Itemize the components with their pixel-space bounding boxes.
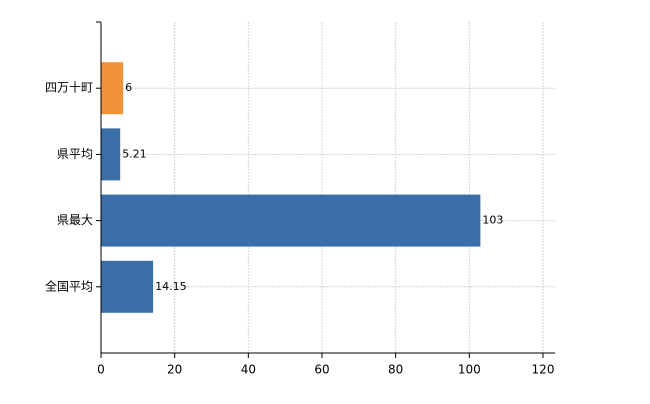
y-tick-label: 県平均 xyxy=(57,147,93,161)
value-label: 14.15 xyxy=(155,280,187,293)
x-tick-label: 60 xyxy=(314,363,329,377)
bar xyxy=(101,62,124,115)
y-tick-label: 四万十町 xyxy=(45,81,93,95)
value-label: 5.21 xyxy=(122,147,147,160)
x-tick-label: 40 xyxy=(241,363,256,377)
value-label: 103 xyxy=(482,214,503,227)
x-tick-label: 120 xyxy=(532,363,555,377)
value-label: 6 xyxy=(125,81,132,94)
y-tick-label: 県最大 xyxy=(57,213,93,227)
x-tick-label: 20 xyxy=(167,363,182,377)
y-tick-label: 全国平均 xyxy=(45,278,93,293)
bar xyxy=(101,194,481,247)
x-tick-label: 80 xyxy=(388,363,403,377)
x-tick-label: 0 xyxy=(97,363,105,377)
bar xyxy=(101,128,121,181)
bar xyxy=(101,260,154,313)
x-tick-label: 100 xyxy=(458,363,481,377)
